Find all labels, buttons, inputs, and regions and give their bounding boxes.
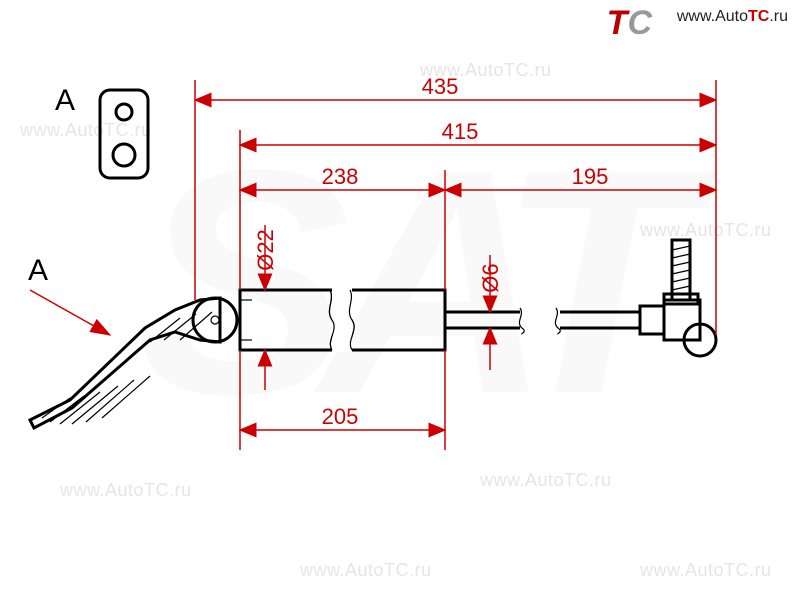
dim-205: 205: [322, 404, 359, 429]
dimensions: 435 415 238 195 205 Ø22 Ø6: [195, 74, 716, 430]
dim-415: 415: [442, 119, 479, 144]
dim-238: 238: [322, 164, 359, 189]
drawing: A: [0, 0, 800, 600]
dim-195: 195: [572, 164, 609, 189]
dim-d6: Ø6: [478, 263, 503, 292]
strut-assembly: [30, 240, 716, 428]
dim-435: 435: [422, 74, 459, 99]
section-label-arrow: A: [28, 254, 48, 287]
section-label-top: A: [55, 84, 75, 117]
dim-d22: Ø22: [253, 229, 278, 271]
section-arrow-a: A: [28, 254, 110, 335]
detail-a-plate: [100, 90, 148, 178]
